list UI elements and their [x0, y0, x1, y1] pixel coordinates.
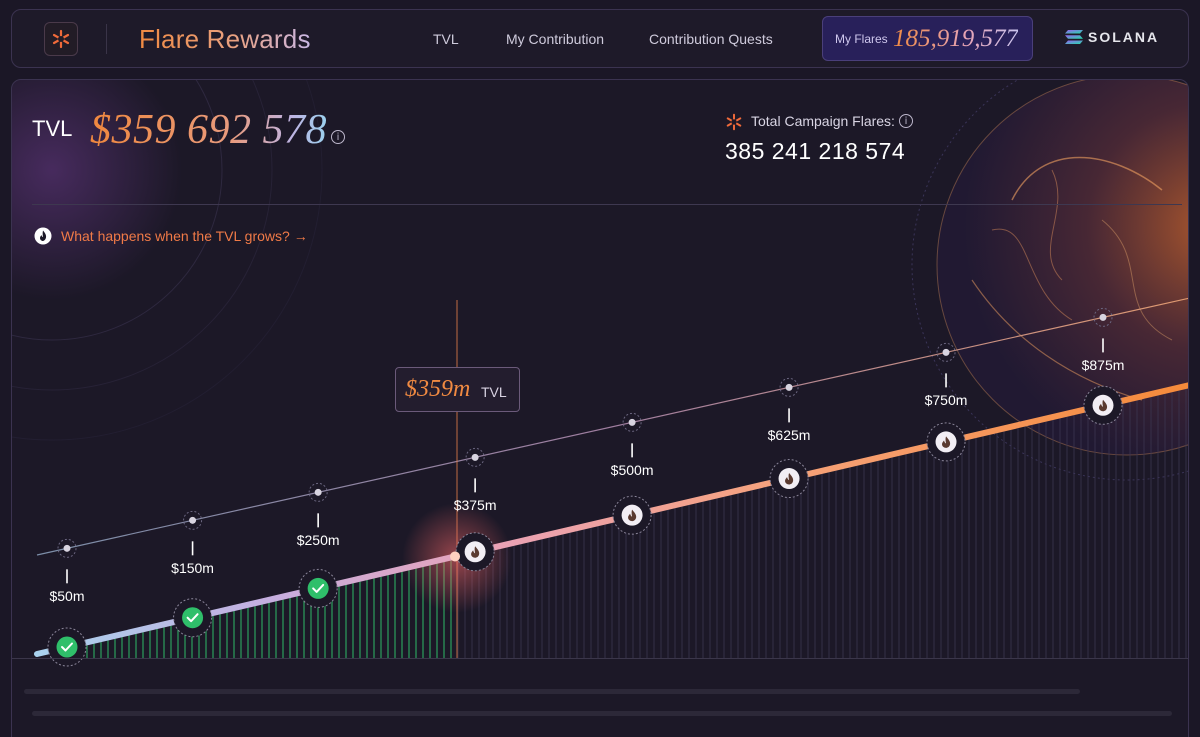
milestone-dot-ring [1093, 307, 1113, 327]
star-logo-icon [52, 29, 70, 49]
milestone-label: $50m [49, 588, 85, 605]
tvl-grows-link[interactable]: What happens when the TVL grows? → [34, 227, 308, 245]
horizontal-scrollbar-track[interactable] [32, 711, 1172, 716]
milestone-dot [1099, 313, 1107, 321]
logo-button[interactable] [44, 22, 78, 56]
horizontal-scrollbar[interactable] [24, 689, 1080, 694]
check-icon [312, 583, 325, 593]
milestone-dot [942, 348, 950, 356]
milestone-dot-ring [779, 377, 799, 397]
milestone-dot [471, 453, 479, 461]
star-icon [726, 113, 742, 131]
my-flares-button[interactable]: My Flares 185,919,577 [822, 16, 1033, 61]
milestone-dot-ring [622, 412, 642, 432]
network-name: SOLANA [1088, 29, 1160, 45]
nav-link-my-contribution[interactable]: My Contribution [506, 31, 605, 47]
current-tvl-tooltip: $359m TVL [395, 367, 520, 412]
milestone-label: $250m [296, 532, 340, 549]
flame-icon [785, 473, 794, 485]
milestone-dot [63, 544, 71, 552]
nav-link-tvl[interactable]: TVL [433, 31, 459, 47]
current-tvl-suffix: TVL [481, 384, 507, 400]
flame-icon [34, 227, 52, 245]
tvl-label: TVL [32, 116, 73, 141]
baseline [12, 658, 1188, 659]
milestone-dot-ring [57, 538, 77, 558]
my-flares-label: My Flares [835, 32, 888, 46]
check-badge [307, 577, 329, 599]
flame-icon [942, 436, 951, 448]
milestone-label: $750m [924, 392, 968, 409]
tvl-value: $359 692 578 [90, 107, 327, 153]
campaign-info-icon[interactable]: i [899, 114, 913, 128]
milestone-label: $625m [767, 427, 811, 444]
current-tvl-value: $359m [405, 376, 471, 402]
milestone-dot [189, 516, 197, 524]
info-icon[interactable]: i [331, 130, 345, 144]
check-badge [56, 636, 78, 658]
divider [32, 204, 1182, 205]
tvl-progress-line [34, 382, 1188, 657]
brand-title: Flare Rewards [139, 24, 311, 54]
flame-icon [628, 509, 637, 522]
solana-logo-icon [1065, 30, 1083, 44]
logo-divider [106, 24, 107, 54]
flame-icon [1099, 399, 1108, 412]
tvl-progress-graphic [12, 80, 1188, 667]
milestone-dot-ring [465, 447, 485, 467]
campaign-flares-label: Total Campaign Flares: [751, 113, 895, 129]
check-badge [182, 607, 204, 629]
flame-icon [471, 546, 480, 558]
milestone-label: $500m [610, 462, 654, 479]
milestone-dot-ring [308, 482, 328, 502]
tvl-card: TVL $359 692 578 i Total Campaign Flares… [11, 79, 1189, 737]
my-flares-value: 185,919,577 [893, 25, 1018, 52]
milestone-label: $150m [171, 560, 214, 577]
milestone-dot [785, 383, 793, 391]
milestone-dot-ring [936, 342, 956, 362]
check-icon [186, 613, 199, 623]
planet-orb [911, 80, 1188, 481]
current-tvl-dot [450, 551, 461, 562]
milestone-dot [314, 488, 322, 496]
nav-link-contribution-quests[interactable]: Contribution Quests [649, 31, 773, 47]
milestone-dot-ring [183, 510, 203, 530]
check-icon [61, 642, 73, 652]
tvl-grows-text: What happens when the TVL grows? → [61, 228, 308, 244]
milestone-label: $375m [453, 497, 497, 514]
top-nav: Flare Rewards TVL My Contribution Contri… [11, 9, 1189, 68]
milestone-dot [628, 418, 636, 426]
campaign-flares-value: 385 241 218 574 [725, 138, 906, 164]
network-selector[interactable]: SOLANA [1065, 29, 1159, 45]
milestone-label: $875m [1081, 357, 1125, 374]
